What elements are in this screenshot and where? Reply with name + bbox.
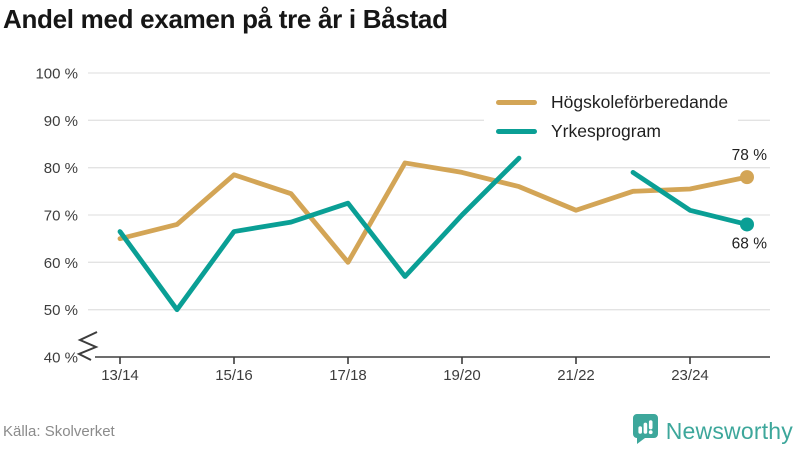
x-axis-label: 15/16 [215, 367, 253, 384]
series-end-dot [740, 217, 754, 232]
end-value-label: 68 % [732, 235, 768, 252]
chart-legend: Högskoleförberedande Yrkesprogram [484, 86, 739, 149]
legend-swatch-gold [496, 100, 537, 105]
axis-break-icon [76, 331, 99, 361]
y-axis-label-100: 100 % [35, 66, 78, 83]
series-line-yrkesprogram [117, 155, 522, 313]
newsworthy-logo[interactable]: Newsworthy [631, 413, 793, 449]
newsworthy-wordmark: Newsworthy [665, 417, 793, 444]
x-axis-label: 23/24 [671, 367, 709, 384]
x-axis-label: 17/18 [329, 367, 367, 384]
legend-swatch-teal [496, 129, 537, 134]
y-axis-label-60: 60 % [44, 255, 78, 272]
end-value-label: 78 % [732, 147, 768, 164]
series-line-hogskoleforberedande [117, 160, 750, 265]
x-axis-label: 19/20 [443, 367, 481, 384]
legend-label-hogskoleforberedande: Högskoleförberedande [551, 92, 729, 112]
series-end-dot [740, 170, 754, 185]
y-axis-label-80: 80 % [44, 160, 78, 177]
y-axis-label-90: 90 % [44, 113, 78, 130]
x-axis-label: 21/22 [557, 367, 595, 384]
legend-label-yrkesprogram: Yrkesprogram [551, 121, 661, 141]
newsworthy-chart-bubble-icon [631, 413, 659, 449]
y-axis-label-70: 70 % [44, 208, 78, 225]
chart-title: Andel med examen på tre år i Båstad [3, 4, 448, 34]
y-axis-label-50: 50 % [44, 302, 78, 319]
source-note: Källa: Skolverket [3, 423, 115, 440]
legend-item-yrkesprogram: Yrkesprogram [496, 117, 728, 146]
legend-item-hogskoleforberedande: Högskoleförberedande [496, 88, 728, 117]
series-line-yrkesprogram [630, 169, 750, 227]
x-axis-label: 13/14 [101, 367, 139, 384]
y-axis-label-40: 40 % [44, 350, 78, 367]
